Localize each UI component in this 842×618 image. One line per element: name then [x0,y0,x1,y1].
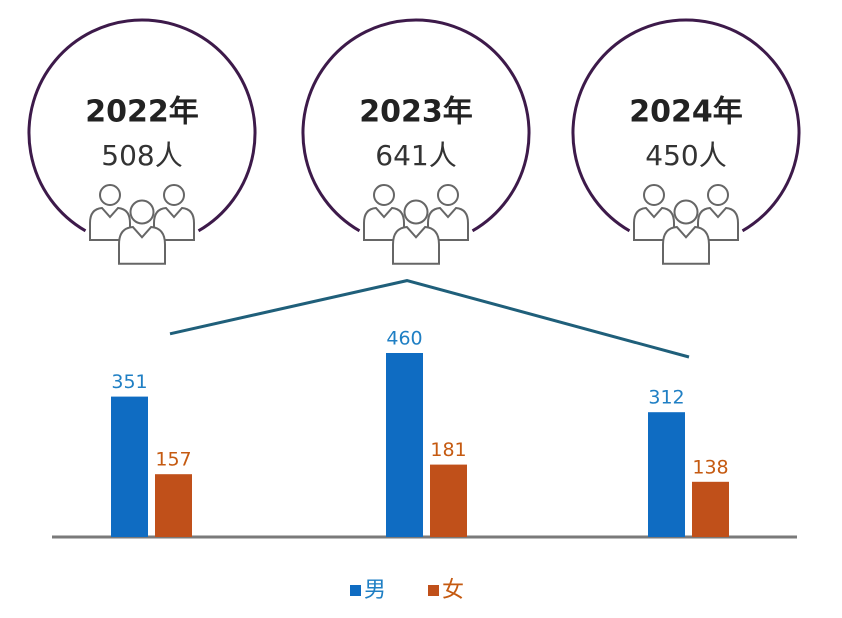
icon-head [99,184,121,206]
icon-head [707,184,729,206]
icon-body [427,206,469,241]
icon-body [697,206,739,241]
value-label: 460 [386,328,422,350]
icon-head [673,199,699,225]
value-label: 312 [648,387,684,409]
year-label: 2024年 [629,95,743,130]
ring [571,18,801,233]
icon-body [153,206,195,241]
icon-body [392,225,440,265]
people-icon [633,184,739,265]
total-label: 450人 [645,139,726,172]
icon-body [662,225,710,265]
value-label: 351 [111,371,147,393]
bar [111,396,148,537]
icon-head [643,184,665,206]
bar [386,353,423,537]
icon-body [118,225,166,265]
icon-head [129,199,155,225]
value-label: 181 [430,439,466,461]
bar [155,474,192,537]
icon-head [163,184,185,206]
legend-swatch [428,585,439,596]
people-icon [89,184,195,265]
totals-line [169,279,690,359]
legend-swatch [350,585,361,596]
year-label: 2023年 [359,95,473,130]
year-label: 2022年 [85,95,199,130]
icon-head [403,199,429,225]
bar [692,481,729,537]
value-label: 138 [692,456,728,478]
legend-label: 女 [442,578,464,603]
bar [430,464,467,537]
bar [648,412,685,537]
total-label: 508人 [101,139,182,172]
icon-head [437,184,459,206]
icon-head [373,184,395,206]
legend-label: 男 [364,578,386,603]
total-label: 641人 [375,139,456,172]
value-label: 157 [155,449,191,471]
icon-body [89,206,131,241]
icon-body [633,206,675,241]
ring [27,18,257,233]
people-icon [363,184,469,265]
ring [301,18,531,233]
icon-body [363,206,405,241]
